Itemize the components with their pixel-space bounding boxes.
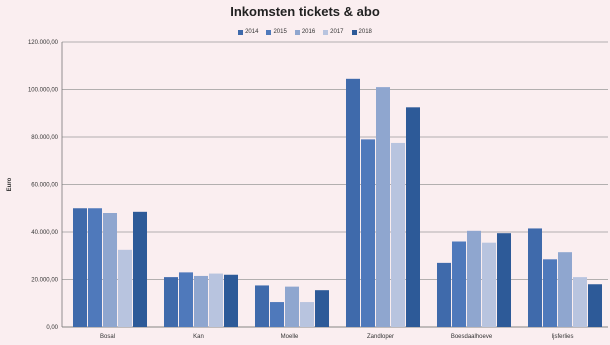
bar-2014-ijsferlies: [528, 228, 542, 327]
legend-label: 2018: [358, 29, 372, 35]
bar-2015-bosal: [88, 208, 102, 327]
bar-2017-ijsferlies: [573, 277, 587, 327]
legend-swatch: [238, 29, 244, 35]
legend-label: 2017: [330, 29, 344, 35]
bar-2015-zandloper: [361, 139, 375, 327]
legend-label: 2015: [273, 29, 287, 35]
legend-item-2016: 2016: [294, 29, 316, 35]
bar-2017-zandloper: [391, 142, 405, 327]
y-tick-label: 80.000,00: [31, 135, 58, 141]
x-tick-label: Kan: [193, 334, 204, 340]
bar-2016-boesdaalhoeve: [467, 230, 481, 327]
bar-2015-ijsferlies: [543, 259, 557, 327]
legend-swatch: [351, 29, 357, 35]
chart-legend: 2014 2015 2016 2017 2018: [0, 29, 610, 35]
legend-item-2015: 2015: [266, 29, 287, 35]
legend-swatch: [266, 29, 272, 35]
y-tick-label: 20.000,00: [31, 278, 58, 284]
bar-2015-moelle: [270, 302, 284, 327]
y-axis-title: Euro: [7, 177, 13, 191]
bar-2014-boesdaalhoeve: [437, 262, 451, 327]
y-tick-label: 40.000,00: [31, 230, 58, 236]
legend-label: 2014: [245, 29, 259, 35]
bar-2016-moelle: [285, 286, 299, 327]
y-tick-label: 120.000,00: [28, 40, 59, 46]
bar-2014-zandloper: [346, 78, 360, 327]
bar-2018-moelle: [315, 290, 329, 327]
bar-2018-bosal: [133, 211, 147, 327]
x-tick-label: Boesdaalhoeve: [451, 334, 493, 340]
legend-item-2014: 2014: [238, 29, 258, 35]
legend-swatch: [294, 29, 300, 35]
y-tick-label: 60.000,00: [31, 183, 58, 189]
bar-2017-kan: [209, 273, 223, 327]
bar-2015-kan: [179, 272, 193, 327]
legend-label: 2016: [301, 29, 316, 35]
x-tick-label: Zandloper: [367, 334, 394, 340]
chart-title: Inkomsten tickets & abo: [230, 4, 380, 19]
x-tick-label: Ijsferlies: [551, 334, 573, 340]
bar-2017-moelle: [300, 302, 314, 327]
bar-2018-boesdaalhoeve: [497, 233, 511, 327]
y-tick-label: 100.000,00: [28, 88, 59, 94]
legend-swatch: [323, 29, 329, 35]
bar-2014-moelle: [255, 285, 269, 327]
y-tick-label: 0,00: [46, 325, 58, 331]
bar-2014-kan: [164, 277, 178, 327]
legend-item-2017: 2017: [323, 29, 344, 35]
bar-2016-zandloper: [376, 87, 390, 327]
bar-2018-zandloper: [406, 107, 420, 327]
legend-item-2018: 2018: [351, 29, 372, 35]
bar-2014-bosal: [73, 208, 87, 327]
x-tick-label: Bosal: [100, 334, 115, 340]
bar-2016-ijsferlies: [558, 252, 572, 327]
bar-2016-bosal: [103, 213, 117, 327]
bar-2015-boesdaalhoeve: [452, 241, 466, 327]
bar-2018-ijsferlies: [588, 284, 602, 327]
bar-2017-boesdaalhoeve: [482, 242, 496, 327]
bar-2018-kan: [224, 274, 238, 327]
bar-2017-bosal: [118, 249, 132, 327]
bar-2016-kan: [194, 275, 208, 327]
x-tick-label: Moelle: [281, 334, 299, 340]
